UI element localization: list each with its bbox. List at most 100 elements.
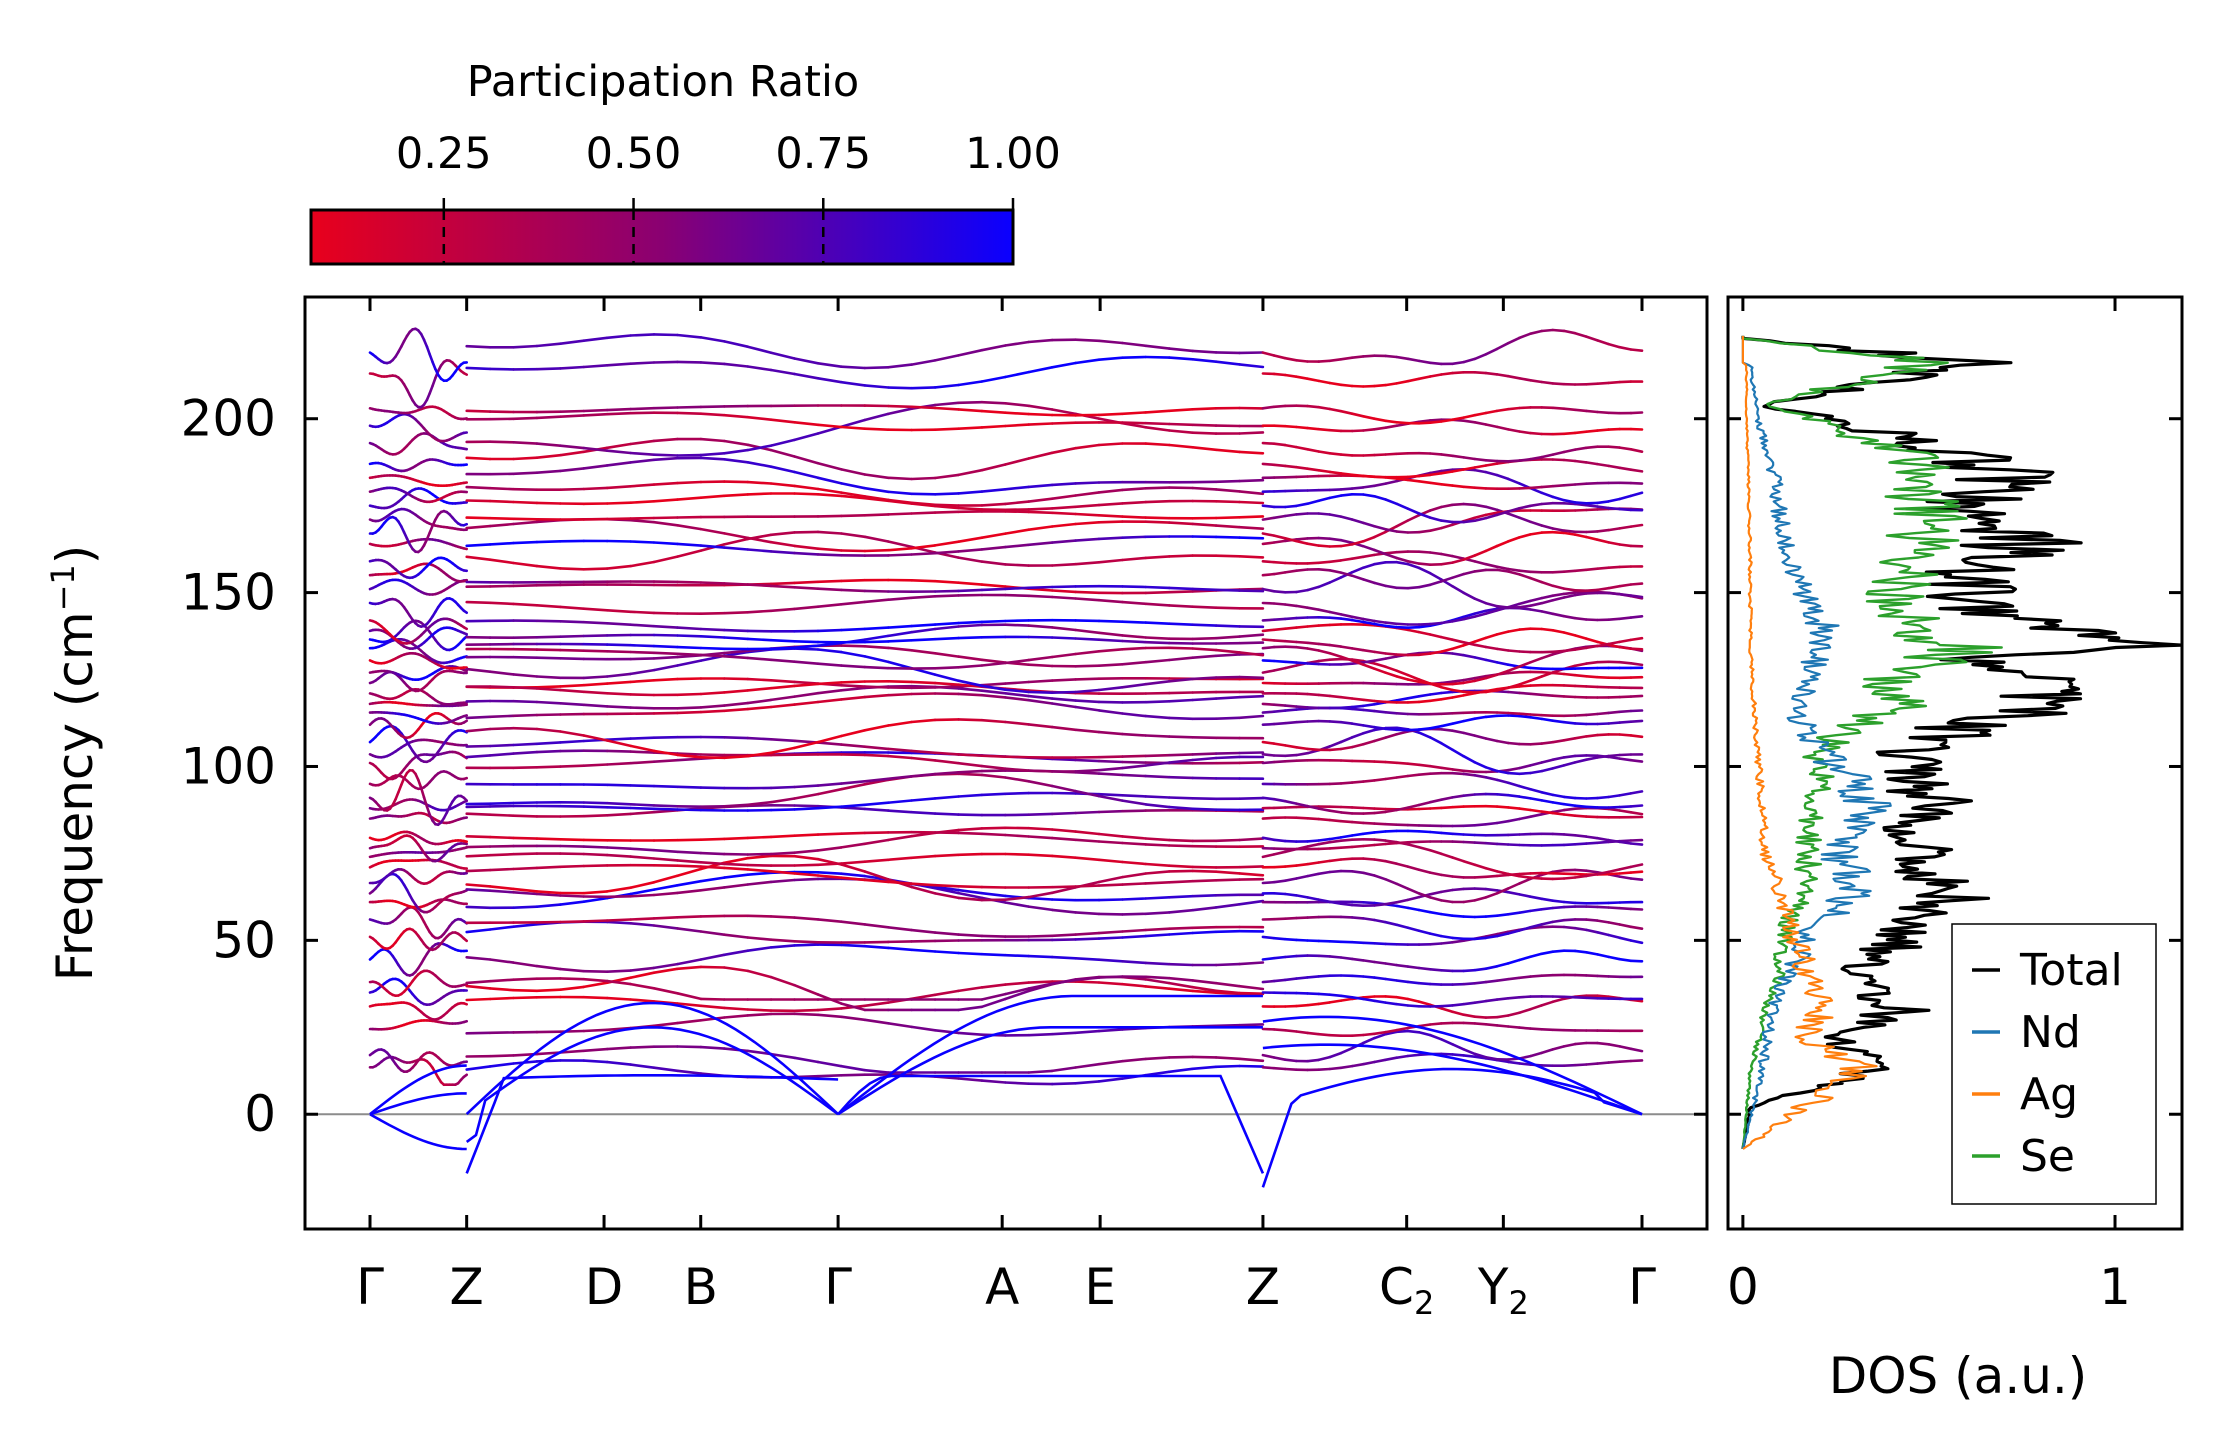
band-segment [769, 808, 796, 812]
band-segment [676, 634, 703, 638]
band-segment [1607, 721, 1621, 725]
band-segment [980, 661, 1007, 667]
band-segment [1596, 538, 1610, 544]
band-segment [769, 482, 796, 488]
band-segment [886, 692, 913, 697]
band-segment [1003, 485, 1030, 491]
band-segment [699, 336, 726, 343]
band-segment [793, 432, 820, 442]
band-segment [488, 714, 515, 719]
band-segment [1168, 622, 1194, 627]
band-segment [1417, 529, 1432, 534]
band-segment [462, 937, 469, 943]
band-segment [488, 835, 515, 840]
band-segment [863, 1001, 890, 1008]
band-segment [1495, 473, 1510, 481]
band-segment [1295, 816, 1309, 820]
band-segment [1451, 719, 1465, 726]
band-segment [1097, 809, 1124, 814]
band-segment [1214, 479, 1241, 484]
band-segment [1495, 870, 1510, 876]
band-segment [512, 517, 539, 521]
band-segment [980, 463, 1007, 472]
band-segment [722, 866, 750, 871]
band-segment [1518, 877, 1532, 885]
band-segment [933, 354, 960, 362]
band-segment [1339, 543, 1354, 548]
band-segment [746, 852, 773, 856]
band-segment [1585, 835, 1599, 840]
band-segment [1261, 559, 1276, 564]
band-segment [1540, 1000, 1555, 1007]
band-segment [1050, 690, 1077, 695]
band-segment [1428, 806, 1443, 810]
band-segment [699, 886, 726, 892]
band-segment [1607, 710, 1621, 715]
band-segment [980, 992, 1007, 1001]
band-segment [1484, 689, 1499, 694]
band-segment [1317, 642, 1332, 647]
band-segment [722, 340, 750, 349]
band-segment [535, 501, 562, 505]
band-segment [1362, 1032, 1376, 1037]
band-segment [1551, 570, 1566, 574]
band-segment [1121, 620, 1148, 624]
band-segment [1417, 680, 1432, 685]
band-segment [1629, 842, 1644, 846]
band-segment [1283, 744, 1298, 749]
band-segment [840, 644, 867, 648]
band-segment [1551, 811, 1566, 816]
band-segment [1451, 729, 1465, 735]
band-segment [605, 969, 632, 974]
band-segment [840, 683, 867, 688]
band-segment [1484, 874, 1499, 879]
band-segment [957, 468, 984, 477]
band-segment [1027, 587, 1054, 592]
band-segment [1191, 623, 1218, 627]
band-segment [1373, 830, 1387, 834]
band-segment [1440, 727, 1454, 733]
band-segment [1562, 448, 1577, 454]
band-segment [1328, 818, 1343, 823]
band-segment [1451, 768, 1465, 773]
band-segment [1373, 662, 1387, 669]
band-segment [1121, 660, 1148, 666]
band-segment [1339, 845, 1354, 850]
band-segment [1003, 791, 1030, 796]
band-segment [1168, 894, 1194, 899]
band-segment [957, 1031, 984, 1036]
band-segment [1573, 814, 1588, 818]
band-segment [1050, 562, 1077, 567]
band-segment [1317, 1001, 1332, 1006]
band-segment [1074, 956, 1101, 962]
band-segment [1473, 636, 1488, 643]
band-segment [722, 636, 750, 641]
band-segment [605, 407, 632, 412]
band-segment [1473, 760, 1488, 769]
band-segment [1618, 592, 1633, 597]
band-segment [1440, 940, 1454, 945]
band-segment [1261, 618, 1276, 622]
band-segment [629, 516, 656, 520]
band-segment [699, 544, 726, 549]
band-segment [1506, 536, 1521, 543]
band-segment [1074, 1062, 1101, 1069]
band-segment [1003, 543, 1030, 549]
band-segment [699, 611, 726, 616]
band-segment [535, 741, 562, 746]
band-segment [1607, 640, 1621, 646]
band-segment [1097, 442, 1124, 447]
band-segment [1144, 590, 1171, 595]
band-segment [1295, 874, 1309, 880]
band-segment [1121, 421, 1148, 425]
band-segment [1214, 716, 1241, 721]
band-segment [652, 655, 679, 660]
band-segment [1529, 692, 1543, 697]
band-segment [1362, 648, 1376, 654]
band-segment [1518, 909, 1532, 915]
band-segment [769, 834, 796, 839]
band-segment [1168, 521, 1194, 526]
band-segment [1462, 1021, 1477, 1025]
band-segment [1417, 512, 1432, 519]
band-segment [699, 997, 726, 1001]
